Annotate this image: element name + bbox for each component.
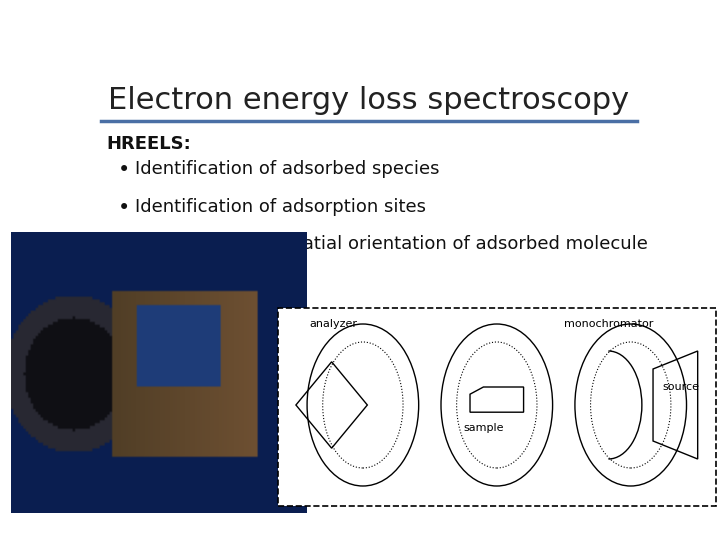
Text: Electron energy loss spectroscopy: Electron energy loss spectroscopy	[109, 85, 629, 114]
Text: monochromator: monochromator	[564, 319, 653, 329]
Text: HREELS:: HREELS:	[107, 136, 192, 153]
Text: Identification of adsorption sites: Identification of adsorption sites	[135, 198, 426, 216]
Text: •: •	[118, 160, 130, 180]
Text: sample: sample	[463, 423, 504, 433]
Text: •: •	[118, 235, 130, 255]
FancyBboxPatch shape	[278, 308, 716, 506]
Text: •: •	[118, 198, 130, 218]
Text: Identification of adsorbed species: Identification of adsorbed species	[135, 160, 439, 178]
Text: Identification of spatial orientation of adsorbed molecule: Identification of spatial orientation of…	[135, 235, 647, 253]
Text: analyzer: analyzer	[310, 319, 357, 329]
Text: source: source	[662, 382, 699, 392]
